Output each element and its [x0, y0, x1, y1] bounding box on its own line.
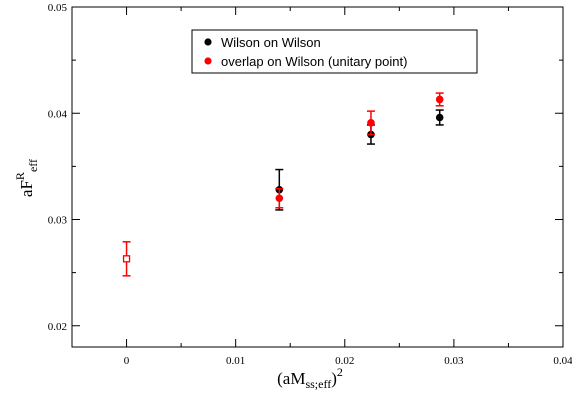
y-tick-label: 0.03	[48, 215, 68, 227]
y-tick-label: 0.02	[48, 321, 67, 333]
data-point-square	[122, 255, 131, 263]
data-point	[367, 119, 375, 127]
y-tick-label: 0.04	[48, 108, 68, 120]
x-tick-label: 0	[124, 355, 130, 367]
legend-label-wilson: Wilson on Wilson	[221, 35, 321, 50]
data-marks	[122, 92, 444, 277]
legend-marker-overlap	[204, 57, 212, 65]
x-axis-title: (aMss;eff)2	[277, 365, 343, 391]
legend-box	[191, 29, 478, 74]
axis-ticks	[71, 6, 564, 347]
data-point	[435, 113, 444, 122]
data-point	[435, 95, 444, 104]
x-tick-label: 0.04	[553, 355, 572, 367]
axis-tick-labels: 0 0.01 0.02 0.03 0.04 0.02 0.03 0.04 0.05	[48, 2, 572, 367]
x-tick-label: 0.02	[335, 355, 354, 367]
legend-label-overlap: overlap on Wilson (unitary point)	[221, 54, 407, 69]
plot-frame	[71, 6, 564, 348]
y-tick-label: 0.05	[48, 2, 68, 14]
legend: Wilson on Wilson overlap on Wilson (unit…	[191, 29, 478, 74]
legend-marker-wilson	[204, 38, 212, 46]
x-tick-label: 0.01	[226, 355, 245, 367]
data-point	[275, 194, 284, 203]
y-axis-title: aFReff	[13, 159, 40, 197]
x-tick-label: 0.03	[444, 355, 464, 367]
